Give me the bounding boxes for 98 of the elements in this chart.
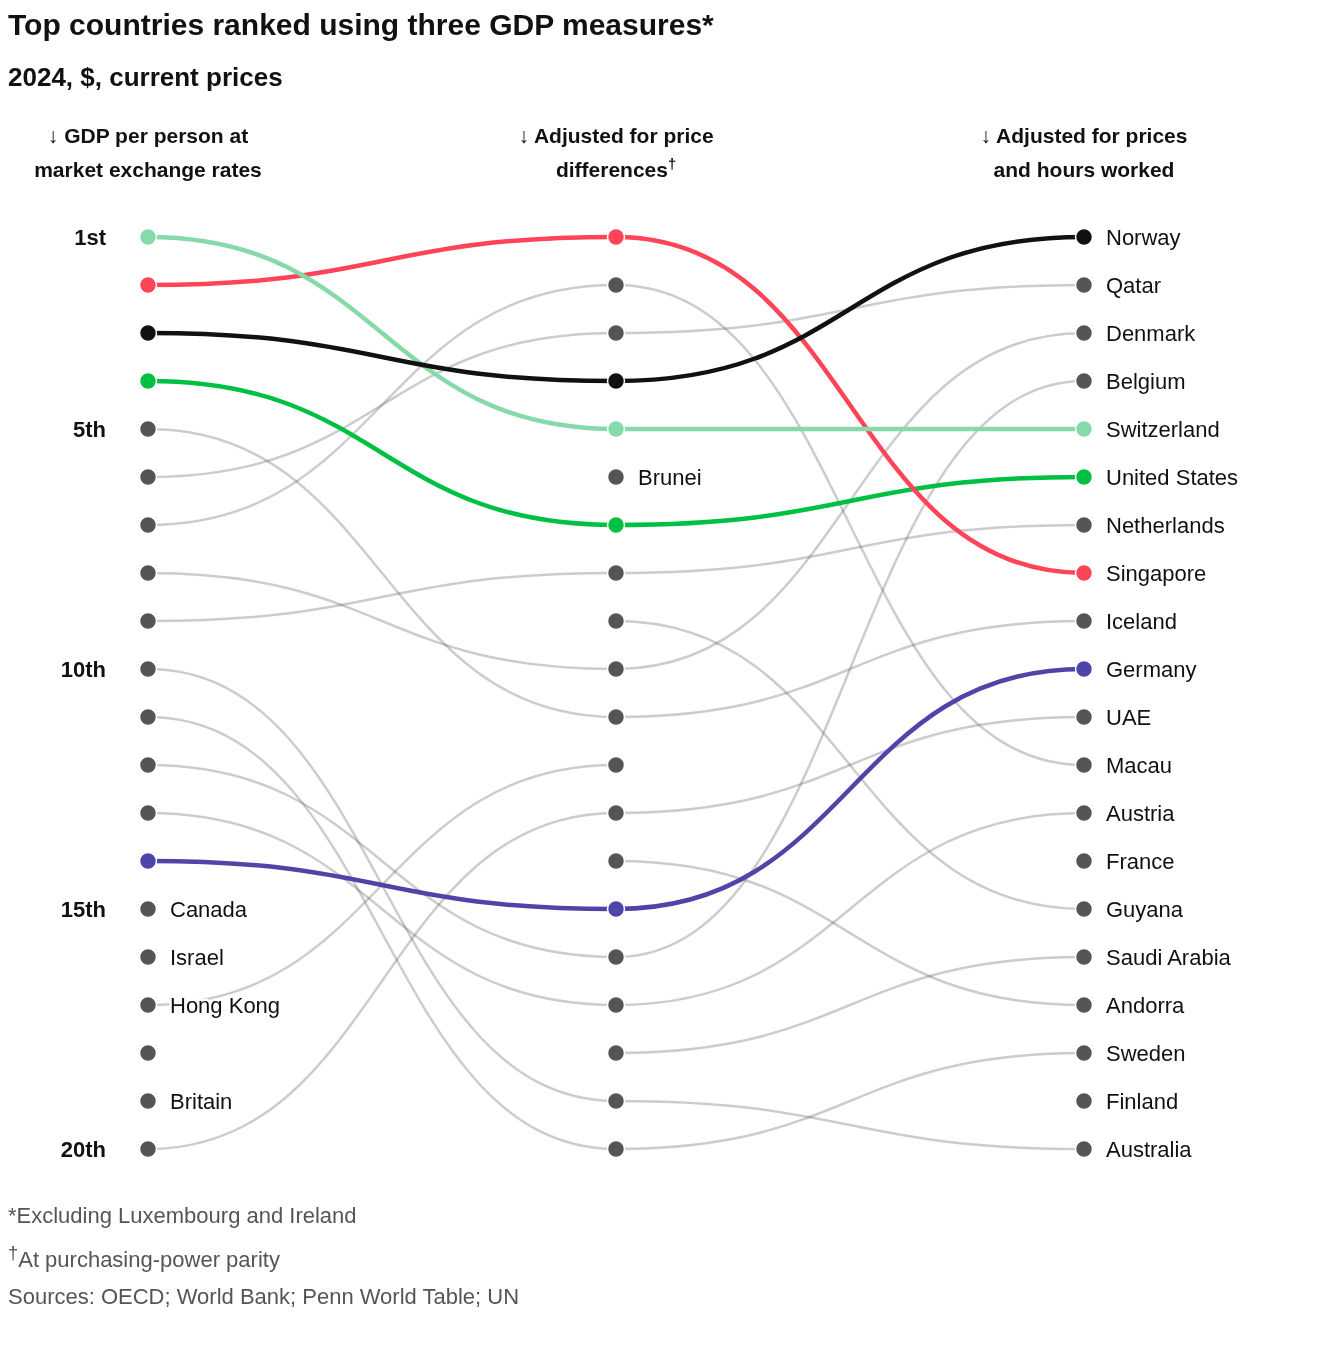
series-label: Qatar bbox=[1106, 273, 1162, 298]
point bbox=[1074, 323, 1094, 343]
point bbox=[1074, 1139, 1094, 1159]
point bbox=[138, 275, 158, 295]
x-tick-label: ↓ Adjusted for prices and hours worked bbox=[980, 124, 1188, 181]
point bbox=[138, 899, 158, 919]
series-label: Saudi Arabia bbox=[1106, 945, 1232, 970]
series-label: Netherlands bbox=[1106, 513, 1225, 538]
point bbox=[606, 515, 626, 535]
point bbox=[1074, 611, 1094, 631]
point bbox=[138, 1091, 158, 1111]
series-label: Guyana bbox=[1106, 897, 1184, 922]
y-tick-label: 20th bbox=[60, 1137, 106, 1162]
point bbox=[606, 755, 626, 775]
series-label: UAE bbox=[1106, 705, 1152, 730]
chart-title: Top countries ranked using three GDP measures* bbox=[8, 8, 715, 42]
series-label: Britain bbox=[170, 1089, 233, 1114]
point bbox=[1074, 419, 1094, 439]
series-label: Denmark bbox=[1106, 321, 1197, 346]
point bbox=[606, 611, 626, 631]
point bbox=[138, 371, 158, 391]
point bbox=[138, 947, 158, 967]
source-note: Sources: OECD; World Bank; Penn World Table; UN bbox=[8, 1283, 521, 1312]
point bbox=[138, 707, 158, 727]
x-tick-label: ↓ GDP per person at market exchange rates bbox=[34, 124, 262, 181]
point bbox=[138, 755, 158, 775]
series-label: France bbox=[1106, 849, 1175, 874]
point bbox=[1074, 659, 1094, 679]
point bbox=[606, 947, 626, 967]
series-label: Andorra bbox=[1106, 993, 1186, 1018]
point bbox=[1074, 707, 1094, 727]
point bbox=[138, 803, 158, 823]
series-label: Israel bbox=[170, 945, 224, 970]
chart-subtitle: 2024, $, current prices bbox=[8, 62, 284, 93]
point bbox=[606, 323, 626, 343]
point bbox=[138, 1139, 158, 1159]
point bbox=[138, 563, 158, 583]
series-label: Iceland bbox=[1106, 609, 1177, 634]
point bbox=[606, 995, 626, 1015]
text: *Excluding Luxembourg and Ireland bbox=[8, 1202, 358, 1230]
point bbox=[606, 851, 626, 871]
series-label: Finland bbox=[1106, 1089, 1179, 1114]
point bbox=[1074, 755, 1094, 775]
point bbox=[606, 467, 626, 487]
point bbox=[606, 371, 626, 391]
y-tick-label: 15th bbox=[60, 897, 106, 922]
series-label: Sweden bbox=[1106, 1041, 1186, 1066]
point bbox=[138, 995, 158, 1015]
point bbox=[606, 899, 626, 919]
point bbox=[1074, 1091, 1094, 1111]
series-label: Macau bbox=[1106, 753, 1173, 778]
point bbox=[1074, 803, 1094, 823]
point bbox=[138, 323, 158, 343]
series-label: United States bbox=[1106, 465, 1239, 490]
point bbox=[606, 1043, 626, 1063]
point bbox=[606, 227, 626, 247]
point bbox=[138, 851, 158, 871]
series-label: Singapore bbox=[1106, 561, 1207, 586]
point bbox=[606, 659, 626, 679]
x-tick-label: ↓ Adjusted for price differences$^{†}$ bbox=[518, 124, 714, 181]
point bbox=[1074, 227, 1094, 247]
point bbox=[1074, 899, 1094, 919]
point bbox=[1074, 1043, 1094, 1063]
point bbox=[138, 611, 158, 631]
series-label: Hong Kong bbox=[170, 993, 281, 1018]
point bbox=[1074, 563, 1094, 583]
point bbox=[606, 1091, 626, 1111]
point bbox=[138, 1043, 158, 1063]
series-label: Belgium bbox=[1106, 369, 1186, 394]
point bbox=[138, 467, 158, 487]
series-label: Canada bbox=[170, 897, 248, 922]
point bbox=[138, 515, 158, 535]
y-tick-label: 10th bbox=[60, 657, 106, 682]
point bbox=[138, 659, 158, 679]
point bbox=[138, 419, 158, 439]
point bbox=[138, 227, 158, 247]
point bbox=[606, 275, 626, 295]
y-tick-label: 1st bbox=[74, 225, 107, 250]
point bbox=[1074, 947, 1094, 967]
point bbox=[606, 1139, 626, 1159]
series-label: Brunei bbox=[638, 465, 702, 490]
point bbox=[606, 803, 626, 823]
point bbox=[1074, 515, 1094, 535]
point bbox=[1074, 851, 1094, 871]
point bbox=[606, 563, 626, 583]
point bbox=[1074, 275, 1094, 295]
series-label: Switzerland bbox=[1106, 417, 1220, 442]
y-tick-label: 5th bbox=[73, 417, 106, 442]
series-label: Austria bbox=[1106, 801, 1176, 826]
point bbox=[606, 419, 626, 439]
text: $^{†}$At purchasing-power parity bbox=[8, 1241, 281, 1275]
point bbox=[606, 707, 626, 727]
point bbox=[1074, 995, 1094, 1015]
point bbox=[1074, 371, 1094, 391]
point bbox=[1074, 467, 1094, 487]
series-label: Australia bbox=[1106, 1137, 1193, 1162]
series-label: Germany bbox=[1106, 657, 1197, 682]
series-label: Norway bbox=[1106, 225, 1181, 250]
